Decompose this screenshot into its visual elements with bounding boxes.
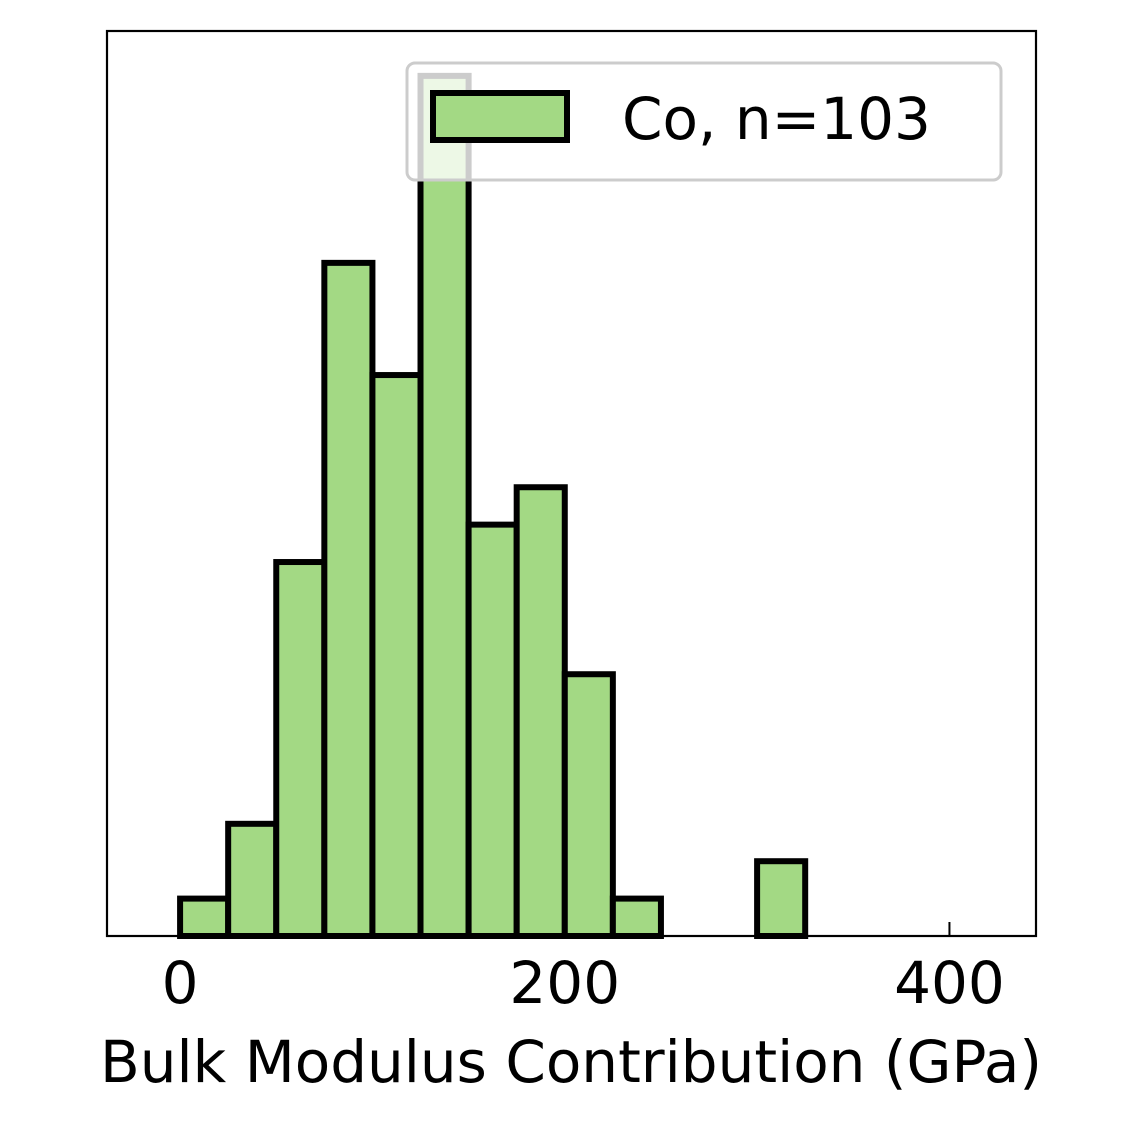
bars-layer xyxy=(177,72,809,940)
histogram-bar xyxy=(513,484,568,939)
histogram-bar xyxy=(465,521,520,939)
plot-frame xyxy=(105,29,1038,938)
legend-label: Co, n=103 xyxy=(622,85,931,153)
x-axis-label: Bulk Modulus Contribution (GPa) xyxy=(100,1028,1042,1096)
histogram-bar xyxy=(417,72,472,939)
x-tick-label: 0 xyxy=(162,949,199,1017)
histogram-bar xyxy=(609,895,664,940)
histogram-bar xyxy=(225,820,280,940)
histogram-bar xyxy=(321,259,376,939)
histogram-bar xyxy=(754,858,809,939)
legend-swatch xyxy=(430,90,570,143)
legend: Co, n=103 xyxy=(405,61,1003,182)
histogram-bar xyxy=(561,671,616,939)
histogram-bar xyxy=(273,559,328,940)
histogram-bar xyxy=(369,372,424,940)
x-axis-ticks: 0 200 400 xyxy=(162,922,1005,1017)
x-tick-label: 200 xyxy=(509,949,620,1017)
histogram-bar xyxy=(177,895,232,940)
x-tick-label: 400 xyxy=(894,949,1005,1017)
